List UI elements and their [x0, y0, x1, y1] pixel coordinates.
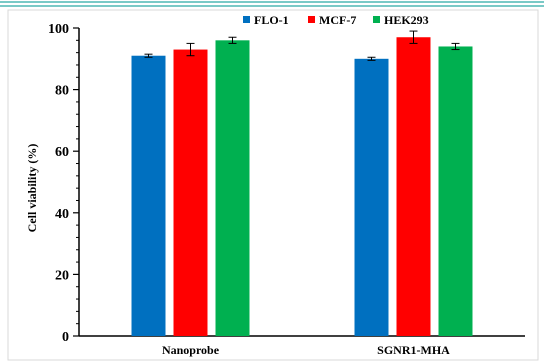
- x-category-label: SGNR1-MHA: [377, 343, 450, 357]
- y-tick-label: 20: [55, 268, 69, 283]
- y-tick-label: 40: [55, 207, 69, 222]
- bar: [215, 40, 250, 336]
- y-axis-title: Cell viability (%): [25, 144, 39, 233]
- legend-swatch: [373, 16, 380, 23]
- y-tick-label: 60: [55, 145, 69, 160]
- top-decoration: [0, 1, 544, 7]
- chart-frame: [7, 9, 539, 361]
- x-category-label: Nanoprobe: [162, 343, 220, 357]
- bar: [354, 58, 389, 337]
- bar: [396, 37, 431, 337]
- bar: [438, 46, 473, 336]
- legend-label: MCF-7: [319, 13, 356, 27]
- legend-label: HEK293: [384, 13, 429, 27]
- y-tick-label: 100: [48, 22, 69, 37]
- bar: [131, 55, 166, 336]
- y-tick-label: 0: [62, 330, 69, 345]
- legend: FLO-1 MCF-7 HEK293: [243, 13, 429, 27]
- legend-swatch: [308, 16, 315, 23]
- legend-swatch: [243, 16, 250, 23]
- bar: [173, 49, 208, 337]
- legend-label: FLO-1: [254, 13, 289, 27]
- y-tick-label: 80: [55, 84, 69, 99]
